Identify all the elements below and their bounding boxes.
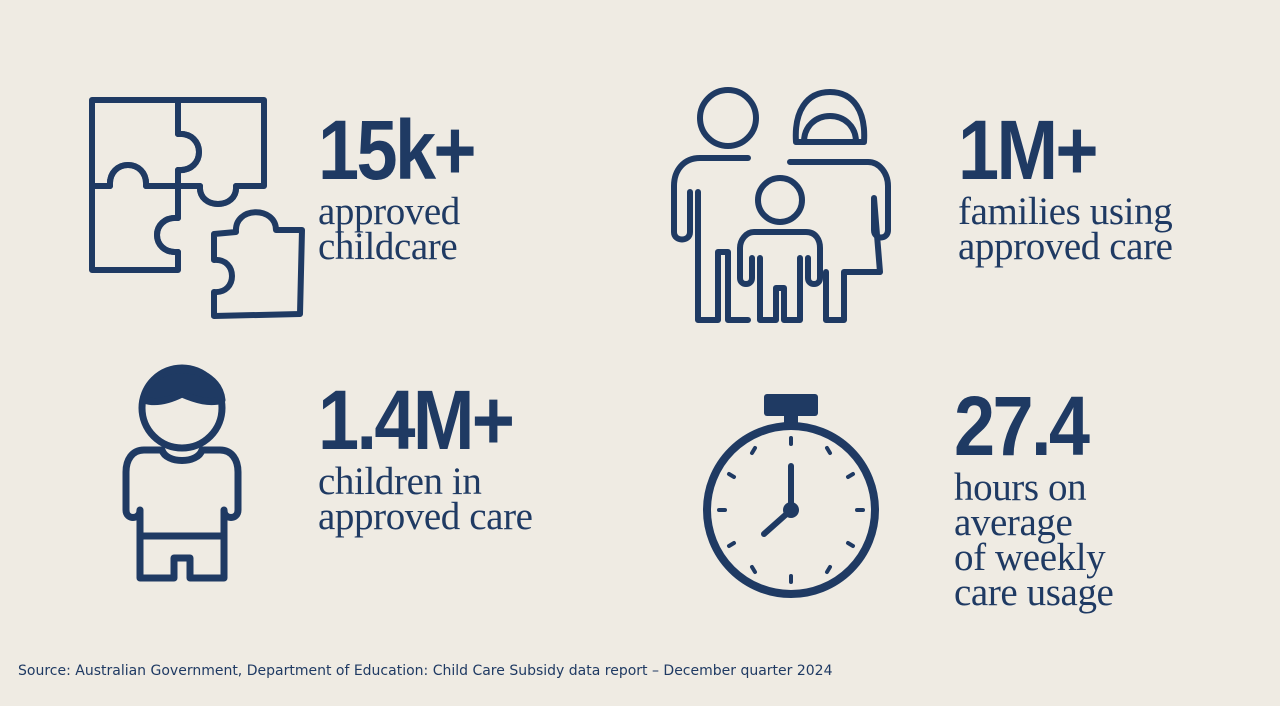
stopwatch-icon <box>700 392 882 600</box>
stat-weekly-hours: 27.4 hours on average of weekly care usa… <box>954 379 1114 614</box>
stat-children: 1.4M+ children in approved care <box>318 373 539 538</box>
stat-value: 27.4 <box>954 379 1090 473</box>
stat-description: families using approved care <box>958 190 1173 268</box>
stat-value: 1.4M+ <box>318 373 515 467</box>
stat-description: children in approved care <box>318 460 533 538</box>
family-icon <box>668 82 894 328</box>
stat-families: 1M+ families using approved care <box>958 103 1173 268</box>
source-note: Source: Australian Government, Departmen… <box>18 663 833 679</box>
child-icon <box>118 360 246 584</box>
puzzle-icon <box>86 94 310 322</box>
stat-description: hours on average of weekly care usage <box>954 466 1114 614</box>
stat-value: 1M+ <box>958 103 1099 197</box>
stat-approved-childcare: 15k+ approved childcare <box>318 103 495 268</box>
stat-description: approved childcare <box>318 190 460 268</box>
stat-value: 15k+ <box>318 103 477 197</box>
